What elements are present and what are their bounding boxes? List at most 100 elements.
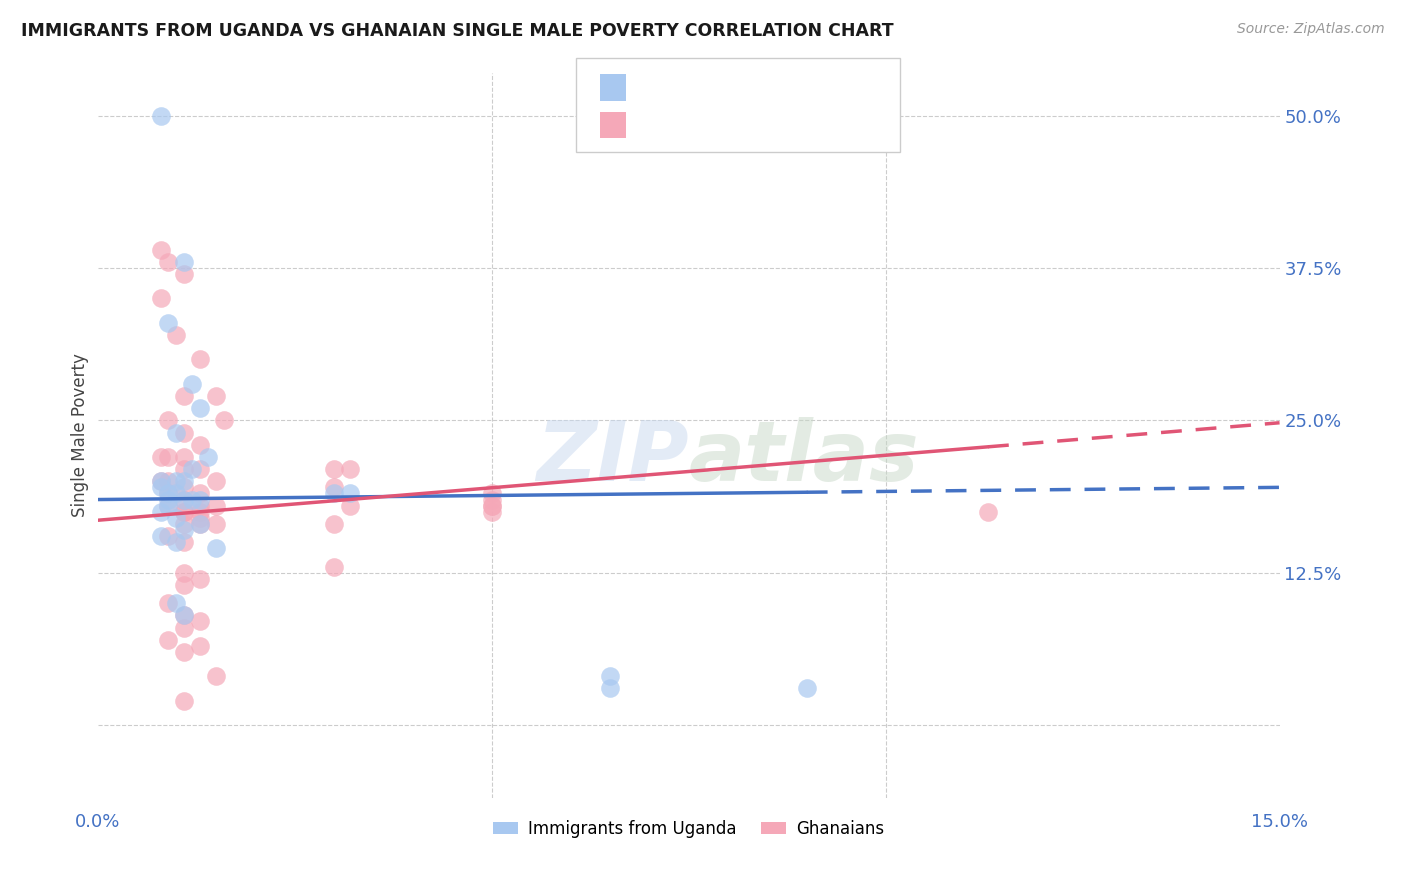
Point xyxy=(149,505,172,519)
Point xyxy=(173,566,195,580)
Text: 0.177: 0.177 xyxy=(679,116,735,134)
Point xyxy=(204,516,226,531)
Point xyxy=(173,389,195,403)
Point xyxy=(165,328,187,343)
Point xyxy=(157,413,180,427)
Point xyxy=(173,608,195,623)
Point xyxy=(165,475,187,489)
Point xyxy=(181,492,204,507)
Point xyxy=(165,486,187,500)
Point xyxy=(323,516,346,531)
Point xyxy=(339,499,361,513)
Point xyxy=(188,462,211,476)
Point xyxy=(977,505,1000,519)
Point xyxy=(323,559,346,574)
Y-axis label: Single Male Poverty: Single Male Poverty xyxy=(72,353,89,517)
Point xyxy=(149,243,172,257)
Legend: Immigrants from Uganda, Ghanaians: Immigrants from Uganda, Ghanaians xyxy=(486,813,891,844)
Point xyxy=(149,475,172,489)
Point xyxy=(188,572,211,586)
Point xyxy=(165,425,187,440)
Point xyxy=(157,486,180,500)
Text: N =: N = xyxy=(745,78,785,96)
Point xyxy=(204,389,226,403)
Point xyxy=(481,505,503,519)
Point xyxy=(173,492,195,507)
Point xyxy=(188,615,211,629)
Point xyxy=(173,492,195,507)
Text: R =: R = xyxy=(640,116,679,134)
Point xyxy=(188,401,211,416)
Point xyxy=(173,645,195,659)
Text: 0.0%: 0.0% xyxy=(75,813,121,830)
Point xyxy=(157,316,180,330)
Point xyxy=(149,475,172,489)
Point xyxy=(204,499,226,513)
Point xyxy=(188,486,211,500)
Text: 15.0%: 15.0% xyxy=(1251,813,1308,830)
Point xyxy=(197,450,219,464)
Point xyxy=(323,480,346,494)
Point xyxy=(188,639,211,653)
Point xyxy=(173,255,195,269)
Point xyxy=(173,475,195,489)
Point xyxy=(204,669,226,683)
Point xyxy=(204,541,226,556)
Point xyxy=(157,499,180,513)
Point xyxy=(181,376,204,391)
Point xyxy=(599,669,621,683)
Text: ZIP: ZIP xyxy=(536,417,689,498)
Point xyxy=(173,535,195,549)
Point xyxy=(165,596,187,610)
Point xyxy=(481,499,503,513)
Point xyxy=(173,462,195,476)
Point xyxy=(149,109,172,123)
Point xyxy=(188,505,211,519)
Point xyxy=(212,413,235,427)
Point xyxy=(173,608,195,623)
Text: Source: ZipAtlas.com: Source: ZipAtlas.com xyxy=(1237,22,1385,37)
Point xyxy=(173,693,195,707)
Point xyxy=(188,352,211,367)
Point xyxy=(481,492,503,507)
Point xyxy=(165,511,187,525)
Point xyxy=(188,516,211,531)
Point xyxy=(173,620,195,634)
Point xyxy=(481,486,503,500)
Point xyxy=(323,486,346,500)
Point xyxy=(188,511,211,525)
Point xyxy=(173,516,195,531)
Text: IMMIGRANTS FROM UGANDA VS GHANAIAN SINGLE MALE POVERTY CORRELATION CHART: IMMIGRANTS FROM UGANDA VS GHANAIAN SINGL… xyxy=(21,22,894,40)
Point xyxy=(188,492,211,507)
Point xyxy=(188,438,211,452)
Point xyxy=(188,499,211,513)
Point xyxy=(173,578,195,592)
Text: atlas: atlas xyxy=(689,417,920,498)
Point xyxy=(149,450,172,464)
Point xyxy=(188,516,211,531)
Point xyxy=(157,255,180,269)
Text: 60: 60 xyxy=(785,116,810,134)
Point xyxy=(796,681,818,696)
Point xyxy=(157,450,180,464)
Text: 33: 33 xyxy=(785,78,810,96)
Point xyxy=(181,462,204,476)
Point xyxy=(173,450,195,464)
Point xyxy=(173,523,195,537)
Point xyxy=(165,535,187,549)
Point xyxy=(173,267,195,281)
Point xyxy=(173,425,195,440)
Point xyxy=(157,529,180,543)
Text: 0.014: 0.014 xyxy=(679,78,735,96)
Point xyxy=(599,681,621,696)
Text: N =: N = xyxy=(745,116,785,134)
Point xyxy=(173,505,195,519)
Point xyxy=(173,480,195,494)
Point xyxy=(157,632,180,647)
Point xyxy=(157,475,180,489)
Point xyxy=(204,475,226,489)
Point xyxy=(339,462,361,476)
Point xyxy=(173,505,195,519)
Point xyxy=(339,486,361,500)
Point xyxy=(157,499,180,513)
